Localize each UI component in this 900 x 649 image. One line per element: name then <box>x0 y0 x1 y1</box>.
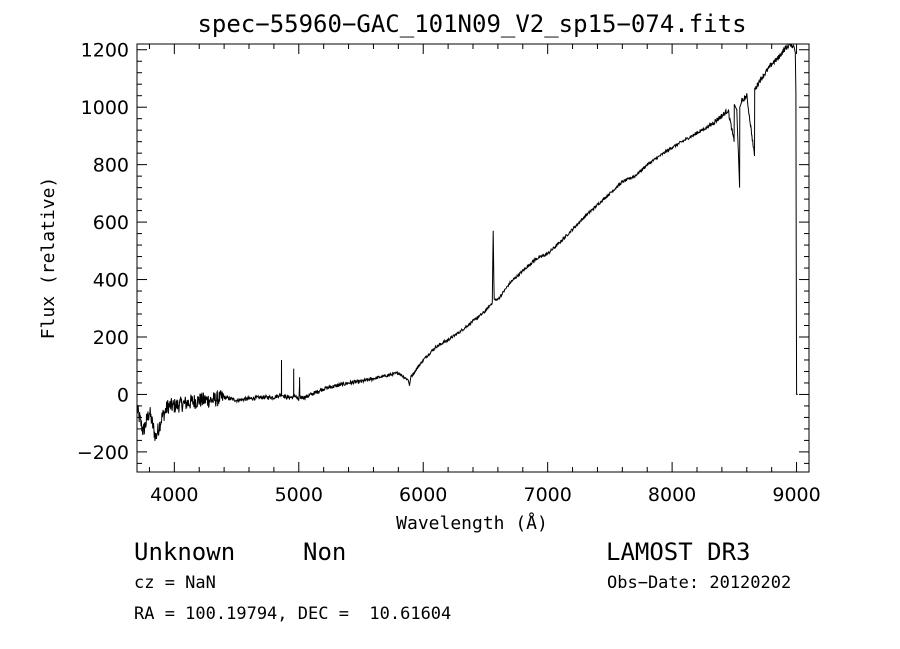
obs-date-label: Obs−Date: 20120202 <box>607 573 792 593</box>
y-tick-label: 600 <box>93 212 129 234</box>
redshift-label: cz = NaN <box>134 573 216 593</box>
coordinates-label: RA = 100.19794, DEC = 10.61604 <box>134 604 452 624</box>
chart-title: spec−55960−GAC_101N09_V2_sp15−074.fits <box>197 10 746 38</box>
y-tick-label: 1000 <box>81 97 129 119</box>
object-class-label: Unknown <box>134 538 236 566</box>
x-tick-labels: 4000 5000 6000 7000 8000 9000 <box>150 484 821 506</box>
plot-frame <box>136 43 810 473</box>
y-tick-label: 400 <box>93 270 129 292</box>
axis-ticks <box>137 44 809 472</box>
y-tick-label: 0 <box>117 384 129 406</box>
y-tick-label: −200 <box>77 442 129 464</box>
x-tick-label: 5000 <box>275 484 323 506</box>
x-tick-label: 6000 <box>399 484 447 506</box>
y-tick-label: 1200 <box>81 40 129 62</box>
x-axis-label: Wavelength (Å) <box>396 512 548 534</box>
spectrum-line <box>136 43 798 441</box>
x-tick-label: 7000 <box>523 484 571 506</box>
x-tick-label: 4000 <box>150 484 198 506</box>
x-tick-label: 9000 <box>772 484 820 506</box>
survey-label: LAMOST DR3 <box>606 538 751 566</box>
y-tick-label: 200 <box>93 327 129 349</box>
x-tick-label: 8000 <box>648 484 696 506</box>
object-subclass-label: Non <box>303 538 347 566</box>
y-tick-label: 800 <box>93 155 129 177</box>
y-tick-labels: −200 0 200 400 600 800 1000 1200 <box>77 40 129 464</box>
y-axis-label: Flux (relative) <box>38 177 59 340</box>
